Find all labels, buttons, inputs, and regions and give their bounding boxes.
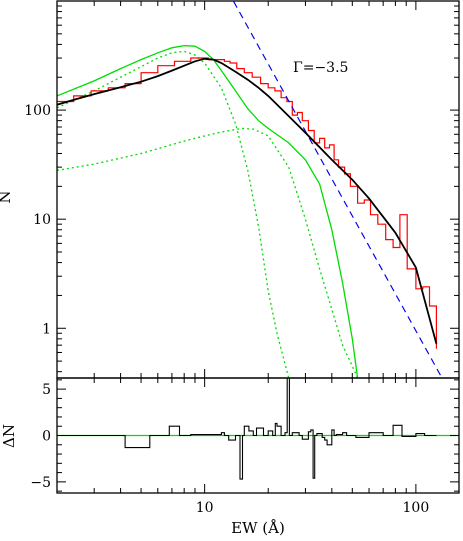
histogram [57,57,437,349]
x-tick-label: 100 [403,500,430,516]
component-curves [57,44,359,378]
y-tick-label: 10 [33,212,51,228]
component-curve-2 [57,127,359,378]
powerlaw-line [232,1,443,378]
y-tick-label: 5 [42,382,51,398]
gamma-annotation: Γ=−3.5 [293,60,348,76]
bottom-ylabel: ΔN [0,424,18,448]
xlabel: EW (Å) [231,519,285,537]
bottom-ticks: 10 100 −5 0 5 [30,378,459,516]
total-fit-curve [57,57,438,345]
x-tick-label: 10 [196,500,214,516]
top-panel: 1 10 100 N Γ=−3.5 [0,0,460,379]
top-ticks: 1 10 100 [24,0,459,378]
y-tick-label: 100 [24,103,51,119]
residuals-histogram [57,378,437,480]
bottom-panel: 10 100 −5 0 5 ΔN EW (Å) [0,377,460,537]
component-curve-3 [57,44,359,378]
y-tick-label: −5 [30,475,51,491]
component-curve-1 [57,50,290,378]
y-tick-label: 1 [42,321,51,337]
top-ylabel: N [0,190,14,203]
top-axes-frame [56,0,460,379]
y-tick-label: 0 [42,429,51,445]
